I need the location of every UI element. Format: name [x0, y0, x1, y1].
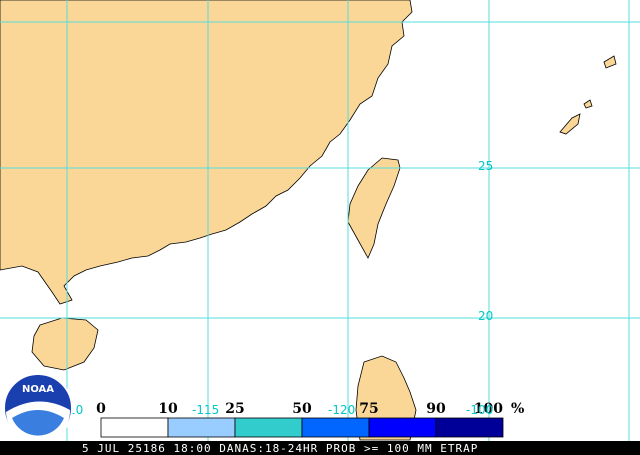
lon-label: -120: [328, 403, 355, 417]
legend-label: 100: [474, 401, 503, 417]
footer-text: 5 JUL 25186 18:00 DANAS:18-24HR PROB >= …: [82, 442, 478, 455]
legend-label: 0: [96, 401, 106, 417]
logo-sea: [12, 410, 64, 436]
noaa-logo: NOAA: [3, 373, 73, 444]
taiwan: [347, 157, 401, 259]
legend-swatch: [100, 417, 169, 438]
lat-label: 25: [478, 159, 493, 173]
lon-label: -100: [466, 403, 493, 417]
legend-swatch: [234, 417, 303, 438]
lat-label: 20: [478, 309, 493, 323]
logo-text: NOAA: [22, 384, 54, 395]
legend-swatch: [301, 417, 370, 438]
legend-swatch: [167, 417, 236, 438]
legend-swatch: [435, 417, 504, 438]
island: [559, 113, 581, 135]
legend-label: 90: [426, 401, 446, 417]
footer-bar: [0, 441, 640, 455]
island: [603, 55, 617, 69]
legend: 0 10 25 50 75 90 100%: [96, 401, 524, 438]
hainan: [31, 317, 99, 371]
legend-swatch: [368, 417, 437, 438]
legend-label: 25: [225, 401, 244, 417]
graticule: [0, 0, 640, 441]
legend-label: 75: [359, 401, 378, 417]
legend-unit: %: [511, 401, 524, 417]
lon-label: -115: [192, 403, 219, 417]
legend-label: 50: [292, 401, 312, 417]
legend-label: 10: [158, 401, 178, 417]
island: [583, 99, 593, 109]
